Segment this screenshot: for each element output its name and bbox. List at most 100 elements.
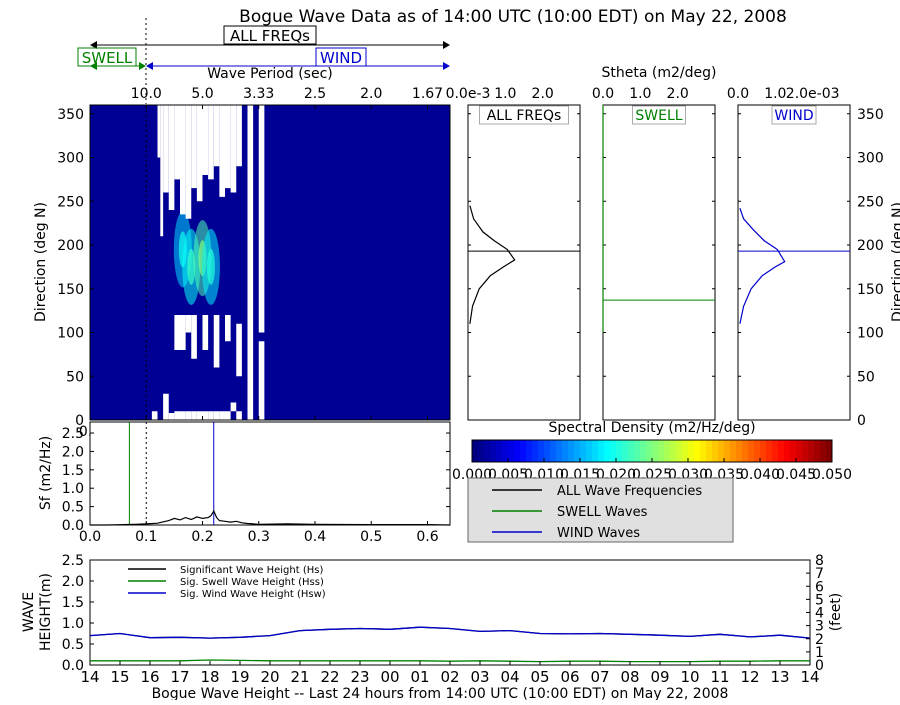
colorbar-tick-label: 0.045 [776,467,816,483]
stheta-tick-label: 1.0 [764,86,786,102]
height-right-tick-label: 1 [815,645,824,661]
stheta-tick-label: 0.0 [592,86,614,102]
height-right-tick-label: 3 [815,619,824,635]
heatmap-blank-cell [258,105,265,333]
colorbar-segment [598,440,605,462]
stheta-panel-label-box [632,105,686,125]
height-x-tick-label: 23 [350,668,369,686]
colorbar-segment [580,440,587,462]
freq-x-tick-label: 0.2 [191,529,213,545]
colorbar-segment [790,440,797,462]
colorbar-segment [700,440,707,462]
freq-chart-frame [89,421,451,526]
height-x-tick-label: 13 [770,668,789,686]
colorbar-segment [628,440,635,462]
period-tick-label: 5.0 [191,86,213,102]
stheta-tick-label: 1.0 [629,86,651,102]
stheta-right-tick-label: 350 [857,107,884,123]
stheta-panel-label: ALL FREQs [487,108,562,124]
stheta-panel-label-box [771,105,817,125]
colorbar-segment [562,440,569,462]
stheta-right-tick-label: 150 [857,282,884,298]
colorbar-segment [808,440,815,462]
height-x-tick-label: 06 [560,668,579,686]
colorbar-segment [496,440,503,462]
colorbar-segment [472,440,479,462]
colorbar-segment [556,440,563,462]
legend-entry-label: WIND Waves [557,526,640,541]
colorbar-segment [754,440,761,462]
height-right-tick-label: 0 [815,658,824,674]
swell-arrowheads [90,62,146,70]
height-y-axis-label: HEIGHT(m) [38,573,54,651]
colorbar-segment [760,440,767,462]
colorbar-segment [508,440,515,462]
colorbar-segment [478,440,485,462]
colorbar-segment [664,440,671,462]
colorbar-segment [646,440,653,462]
freq-x-tick-label: 0.1 [135,529,157,545]
colorbar-segment [538,440,545,462]
height-y-tick-label: 1.0 [62,616,84,632]
colorbar-title: Spectral Density (m2/Hz/deg) [548,420,755,436]
stheta-right-axis-label: Direction (deg N) [890,202,900,322]
colorbar-segment [532,440,539,462]
colorbar-segment [676,440,683,462]
stheta-tick-label: 2.0 [667,86,689,102]
stheta-panel-frame [467,104,581,421]
heatmap-background [90,105,450,420]
colorbar-segment [826,440,833,462]
colorbar-segment [718,440,725,462]
heatmap-blank-cell [163,105,169,193]
heatmap-blank-cell [208,411,214,420]
period-tick-label: 1.67 [412,86,443,102]
legend-entry-label: ALL Wave Frequencies [557,484,702,499]
stheta-tick-label: 0.0e-3 [446,86,491,102]
heatmap-hot-spot-core [206,248,215,285]
heatmap-y-tick-label: 150 [57,282,84,298]
stheta-right-tick-label: 0 [857,413,866,429]
colorbar-segment [622,440,629,462]
colorbar-segment [514,440,521,462]
heatmap-y-tick-label: 50 [66,369,84,385]
colorbar-segment [724,440,731,462]
heatmap-blank-cell [230,402,237,412]
heatmap-y-tick-label: 300 [57,151,84,167]
stheta-panel-frame [737,104,851,421]
heatmap-blank-cell [213,315,220,368]
heatmap-blank-cell [202,105,209,175]
colorbar-segment [784,440,791,462]
height-x-tick-label: 01 [410,668,429,686]
freq-y-tick-label: 2.5 [62,426,84,442]
colorbar-segment [772,440,779,462]
height-x-tick-label: 04 [500,668,519,686]
heatmap-blank-cell [168,105,175,210]
stheta-right-tick-label: 100 [857,326,884,342]
height-x-tick-label: 02 [440,668,459,686]
heatmap-blank-cell [219,105,225,197]
height-x-tick-label: 10 [680,668,699,686]
colorbar-segment [748,440,755,462]
heatmap-blank-cell [225,411,231,420]
stheta-tick-label: 2.0 [532,86,554,102]
all-freq-label-box [223,25,317,45]
colorbar-segment [694,440,701,462]
height-x-tick-label: 12 [740,668,759,686]
height-legend-label: Sig. Swell Wave Height (Hss) [180,577,324,588]
height-x-tick-label: 19 [230,668,249,686]
height-y-axis-label: WAVE [21,592,37,632]
wind-band-label: WIND [320,49,362,67]
heatmap-y-tick-label: 350 [57,107,84,123]
freq-y-tick-label: 1.0 [62,481,84,497]
stheta-tick-label: 2.0e-03 [786,86,840,102]
heatmap-blank-cell [157,105,161,158]
heatmap-blank-cell [247,105,254,420]
heatmap-blank-cell [180,411,186,420]
heatmap-blank-cell [236,323,242,377]
height-x-tick-label: 16 [140,668,159,686]
colorbar-segment [712,440,719,462]
heatmap-blank-cell [168,413,175,420]
colorbar-segment [820,440,827,462]
heatmap-blank-cell [180,105,186,215]
heatmap-y-tick-label: 100 [57,326,84,342]
